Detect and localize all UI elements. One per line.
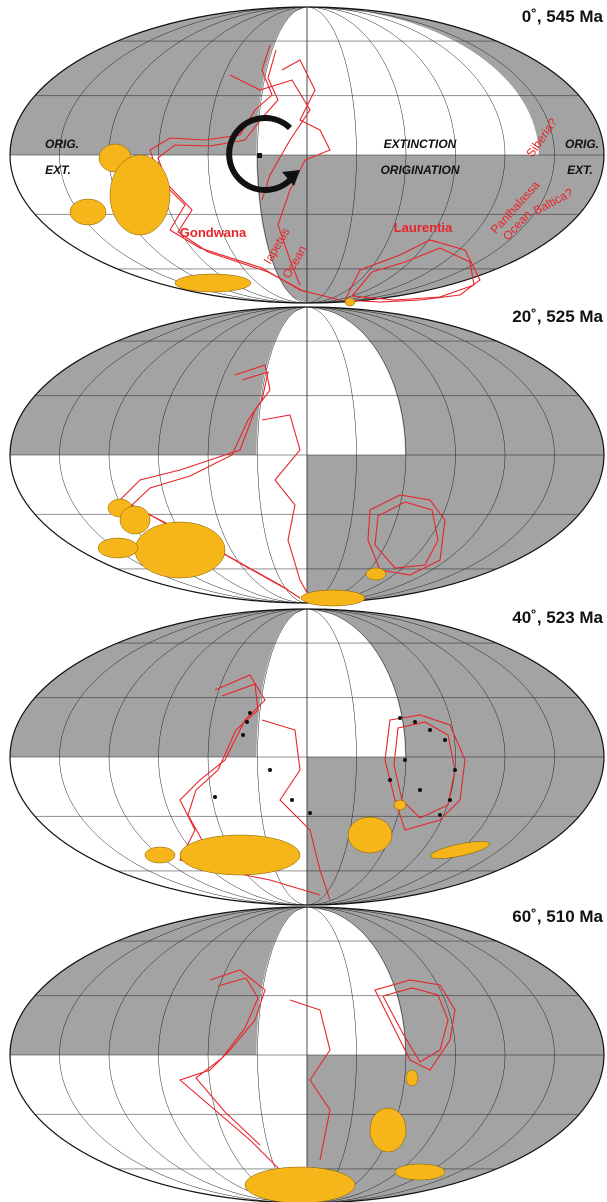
shaded-region xyxy=(307,455,607,603)
annotation: EXTINCTION xyxy=(384,137,457,151)
annotation: ORIGINATION xyxy=(380,163,459,177)
map-panel xyxy=(0,307,607,603)
panel-label: 40˚, 523 Ma xyxy=(512,608,603,627)
annotation: Gondwana xyxy=(180,225,247,240)
annotation: EXT. xyxy=(567,163,593,177)
annotation: ORIG. xyxy=(565,137,599,151)
map-panel xyxy=(0,907,607,1202)
figure: 0˚, 545 Ma ORIG. EXT. EXTINCTION ORIGINA… xyxy=(0,0,607,1202)
annotation: Laurentia xyxy=(394,220,453,235)
annotation: EXT. xyxy=(45,163,71,177)
panel-label: 20˚, 525 Ma xyxy=(512,307,603,326)
panel-label: 0˚, 545 Ma xyxy=(522,7,604,26)
map-panel xyxy=(0,609,607,905)
panel-label: 60˚, 510 Ma xyxy=(512,907,603,926)
annotation: ORIG. xyxy=(45,137,79,151)
